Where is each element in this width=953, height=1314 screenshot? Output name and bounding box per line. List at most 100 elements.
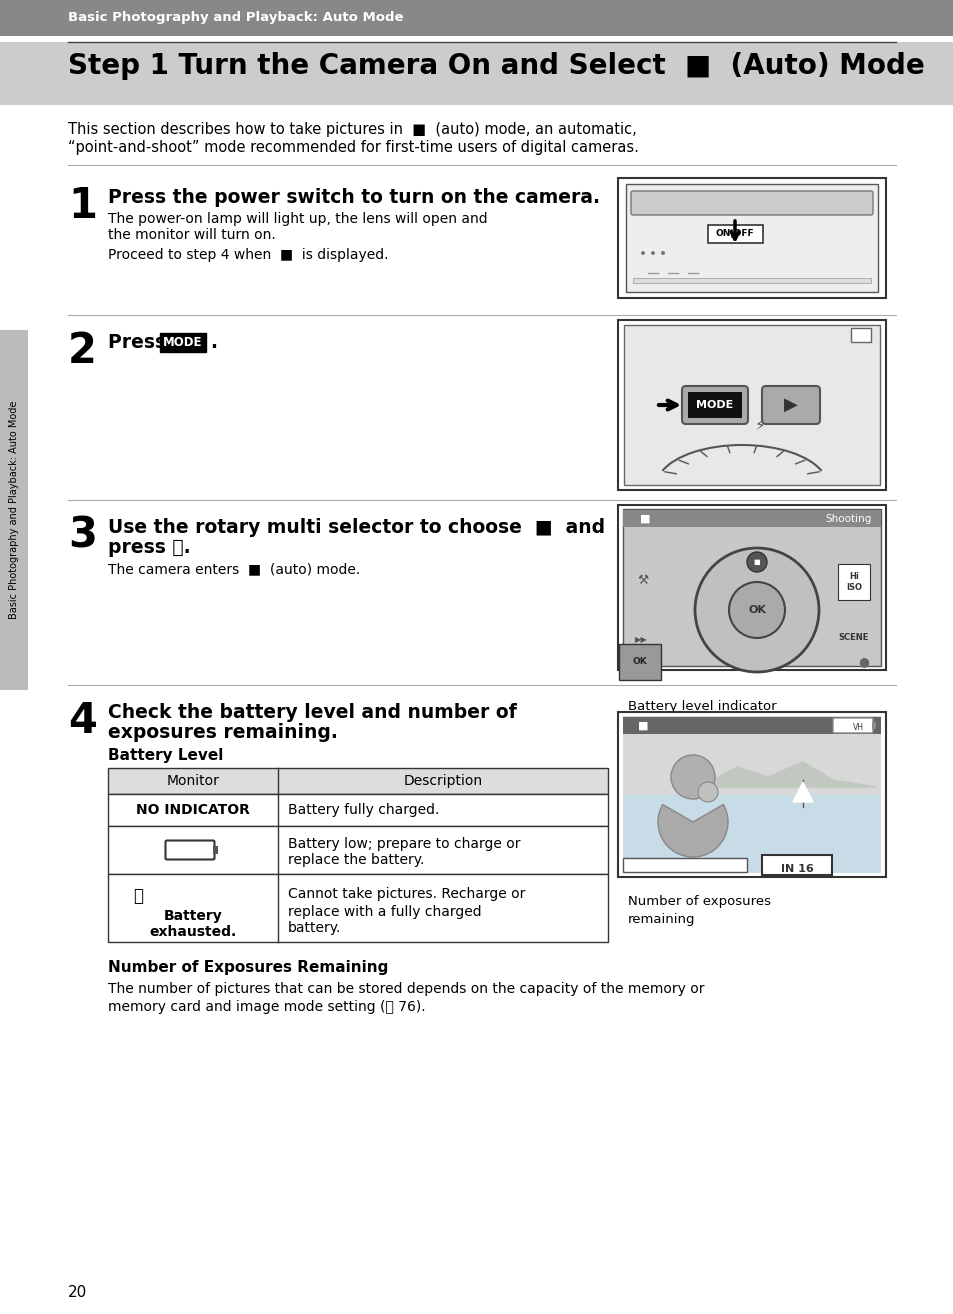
FancyBboxPatch shape bbox=[681, 386, 747, 424]
Text: Number of Exposures Remaining: Number of Exposures Remaining bbox=[108, 961, 388, 975]
Text: Cannot take pictures. Recharge or: Cannot take pictures. Recharge or bbox=[288, 887, 525, 901]
Text: Battery fully charged.: Battery fully charged. bbox=[288, 803, 439, 817]
Text: Use the rotary multi selector to choose  ■  and: Use the rotary multi selector to choose … bbox=[108, 518, 604, 537]
Text: Battery Level: Battery Level bbox=[108, 748, 223, 763]
Text: Battery: Battery bbox=[164, 909, 222, 922]
Polygon shape bbox=[698, 762, 875, 787]
Text: Monitor: Monitor bbox=[167, 774, 219, 788]
Text: Hi
ISO: Hi ISO bbox=[845, 573, 862, 591]
Circle shape bbox=[640, 251, 644, 255]
Bar bbox=[0, 0, 953, 35]
Text: Basic Photography and Playback: Auto Mode: Basic Photography and Playback: Auto Mod… bbox=[68, 12, 403, 25]
FancyBboxPatch shape bbox=[761, 386, 820, 424]
Bar bbox=[0, 42, 953, 105]
Bar bbox=[707, 225, 762, 243]
Text: Description: Description bbox=[403, 774, 482, 788]
Wedge shape bbox=[658, 804, 727, 857]
Bar bbox=[618, 177, 885, 298]
Text: the monitor will turn on.: the monitor will turn on. bbox=[108, 229, 275, 242]
Text: 20: 20 bbox=[68, 1285, 87, 1300]
Text: battery.: battery. bbox=[288, 921, 341, 936]
Text: ■: ■ bbox=[753, 558, 760, 565]
Text: OK: OK bbox=[747, 604, 765, 615]
Bar bbox=[622, 509, 880, 666]
Bar bbox=[623, 325, 879, 485]
Bar bbox=[618, 712, 885, 876]
Text: 1: 1 bbox=[68, 185, 97, 227]
Text: ■: ■ bbox=[639, 514, 650, 524]
Text: ■: ■ bbox=[638, 721, 648, 731]
Text: 2: 2 bbox=[68, 330, 97, 372]
Polygon shape bbox=[792, 782, 812, 802]
Text: This section describes how to take pictures in  ■  (auto) mode, an automatic,: This section describes how to take pictu… bbox=[68, 122, 636, 137]
Text: Number of exposures: Number of exposures bbox=[627, 895, 770, 908]
Circle shape bbox=[670, 756, 714, 799]
Bar bbox=[618, 505, 885, 670]
Circle shape bbox=[695, 548, 818, 671]
Text: The camera enters  ■  (auto) mode.: The camera enters ■ (auto) mode. bbox=[108, 562, 360, 576]
Circle shape bbox=[660, 251, 664, 255]
Text: MODE: MODE bbox=[163, 336, 203, 350]
Bar bbox=[625, 184, 877, 292]
FancyBboxPatch shape bbox=[630, 191, 872, 215]
Text: VH: VH bbox=[852, 723, 862, 732]
Text: Battery level indicator: Battery level indicator bbox=[627, 700, 776, 714]
Bar bbox=[108, 827, 607, 874]
FancyBboxPatch shape bbox=[165, 841, 214, 859]
Circle shape bbox=[698, 782, 718, 802]
Text: Proceed to step 4 when  ■  is displayed.: Proceed to step 4 when ■ is displayed. bbox=[108, 248, 388, 261]
Text: replace with a fully charged: replace with a fully charged bbox=[288, 905, 481, 918]
Bar bbox=[871, 721, 875, 729]
Bar bbox=[850, 328, 870, 342]
Text: Press the power switch to turn on the camera.: Press the power switch to turn on the ca… bbox=[108, 188, 599, 208]
Text: IN 16: IN 16 bbox=[780, 865, 813, 874]
Text: The power-on lamp will light up, the lens will open and: The power-on lamp will light up, the len… bbox=[108, 212, 487, 226]
Text: OK: OK bbox=[632, 657, 647, 666]
Text: Step 1 Turn the Camera On and Select  ■  (Auto) Mode: Step 1 Turn the Camera On and Select ■ (… bbox=[68, 53, 923, 80]
Text: replace the battery.: replace the battery. bbox=[288, 853, 424, 867]
Text: MODE: MODE bbox=[696, 399, 733, 410]
Bar bbox=[633, 279, 870, 283]
Text: ON|OFF: ON|OFF bbox=[715, 230, 754, 239]
Text: SCENE: SCENE bbox=[838, 633, 868, 643]
Bar bbox=[687, 392, 741, 418]
Text: ⚡: ⚡ bbox=[754, 418, 764, 432]
Text: 4: 4 bbox=[68, 700, 97, 742]
Circle shape bbox=[746, 552, 766, 572]
Text: Basic Photography and Playback: Auto Mode: Basic Photography and Playback: Auto Mod… bbox=[9, 401, 19, 619]
Text: remaining: remaining bbox=[627, 913, 695, 926]
Text: ●: ● bbox=[858, 656, 868, 669]
Bar bbox=[0, 330, 28, 690]
Bar bbox=[622, 510, 880, 527]
Text: NO INDICATOR: NO INDICATOR bbox=[136, 803, 250, 817]
Bar bbox=[160, 332, 206, 352]
Text: ▶▶: ▶▶ bbox=[634, 636, 647, 644]
Bar bbox=[108, 767, 607, 794]
Text: Check the battery level and number of: Check the battery level and number of bbox=[108, 703, 517, 721]
Text: ⚒: ⚒ bbox=[637, 573, 648, 586]
Text: Battery low; prepare to charge or: Battery low; prepare to charge or bbox=[288, 837, 520, 851]
Text: 3: 3 bbox=[68, 515, 97, 557]
Circle shape bbox=[728, 582, 784, 639]
Text: press Ⓚ.: press Ⓚ. bbox=[108, 537, 191, 557]
Text: ⓘ: ⓘ bbox=[132, 887, 143, 905]
Text: The number of pictures that can be stored depends on the capacity of the memory : The number of pictures that can be store… bbox=[108, 982, 703, 996]
Bar bbox=[213, 846, 218, 854]
Text: “point-and-shoot” mode recommended for first-time users of digital cameras.: “point-and-shoot” mode recommended for f… bbox=[68, 141, 639, 155]
Bar bbox=[622, 717, 880, 735]
Bar bbox=[108, 794, 607, 827]
Text: exhausted.: exhausted. bbox=[150, 925, 236, 940]
Bar bbox=[761, 855, 831, 875]
FancyBboxPatch shape bbox=[832, 717, 872, 733]
Text: ▶: ▶ bbox=[783, 396, 797, 414]
Bar bbox=[622, 858, 746, 872]
Bar bbox=[622, 716, 880, 872]
Bar bbox=[622, 795, 880, 872]
Text: .: . bbox=[210, 332, 216, 352]
Circle shape bbox=[650, 251, 655, 255]
Bar bbox=[108, 874, 607, 942]
Text: exposures remaining.: exposures remaining. bbox=[108, 723, 337, 742]
Text: Press: Press bbox=[108, 332, 172, 352]
Text: Shooting: Shooting bbox=[824, 514, 871, 524]
Bar bbox=[618, 321, 885, 490]
